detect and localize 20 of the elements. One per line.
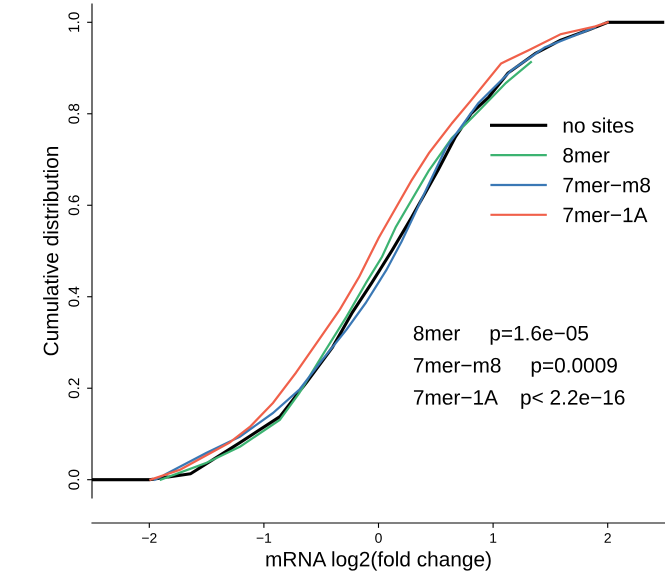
y-tick-label: 0.2 [68,378,80,398]
legend-label: 8mer [563,148,610,163]
x-tick-label: 1 [490,533,496,543]
x-axis-title: mRNA log2(fold change) [266,551,491,571]
legend-label: no sites [564,117,634,133]
annotation: 7mer−1A p< 2.2e−16 [414,390,625,409]
y-tick-label: 0.6 [68,195,80,216]
x-tick-label: 0 [375,533,382,543]
annotation: 7mer−m8 p=0.0009 [414,358,617,377]
y-tick-label: 0.8 [68,104,80,124]
x-tick-label: −1 [256,533,272,543]
y-tick-label: 0.0 [68,470,80,490]
x-tick-label: −2 [142,533,157,543]
legend-label: 7mer−m8 [563,178,650,192]
y-tick-label: 0.4 [68,286,80,307]
y-tick-label: 1.0 [68,12,80,32]
y-axis-title: Cumulative distribution [43,146,58,356]
x-tick-label: 2 [604,533,611,543]
annotation: 8mer p=1.6e−05 [414,326,588,345]
legend-label: 7mer−1A [563,208,648,222]
